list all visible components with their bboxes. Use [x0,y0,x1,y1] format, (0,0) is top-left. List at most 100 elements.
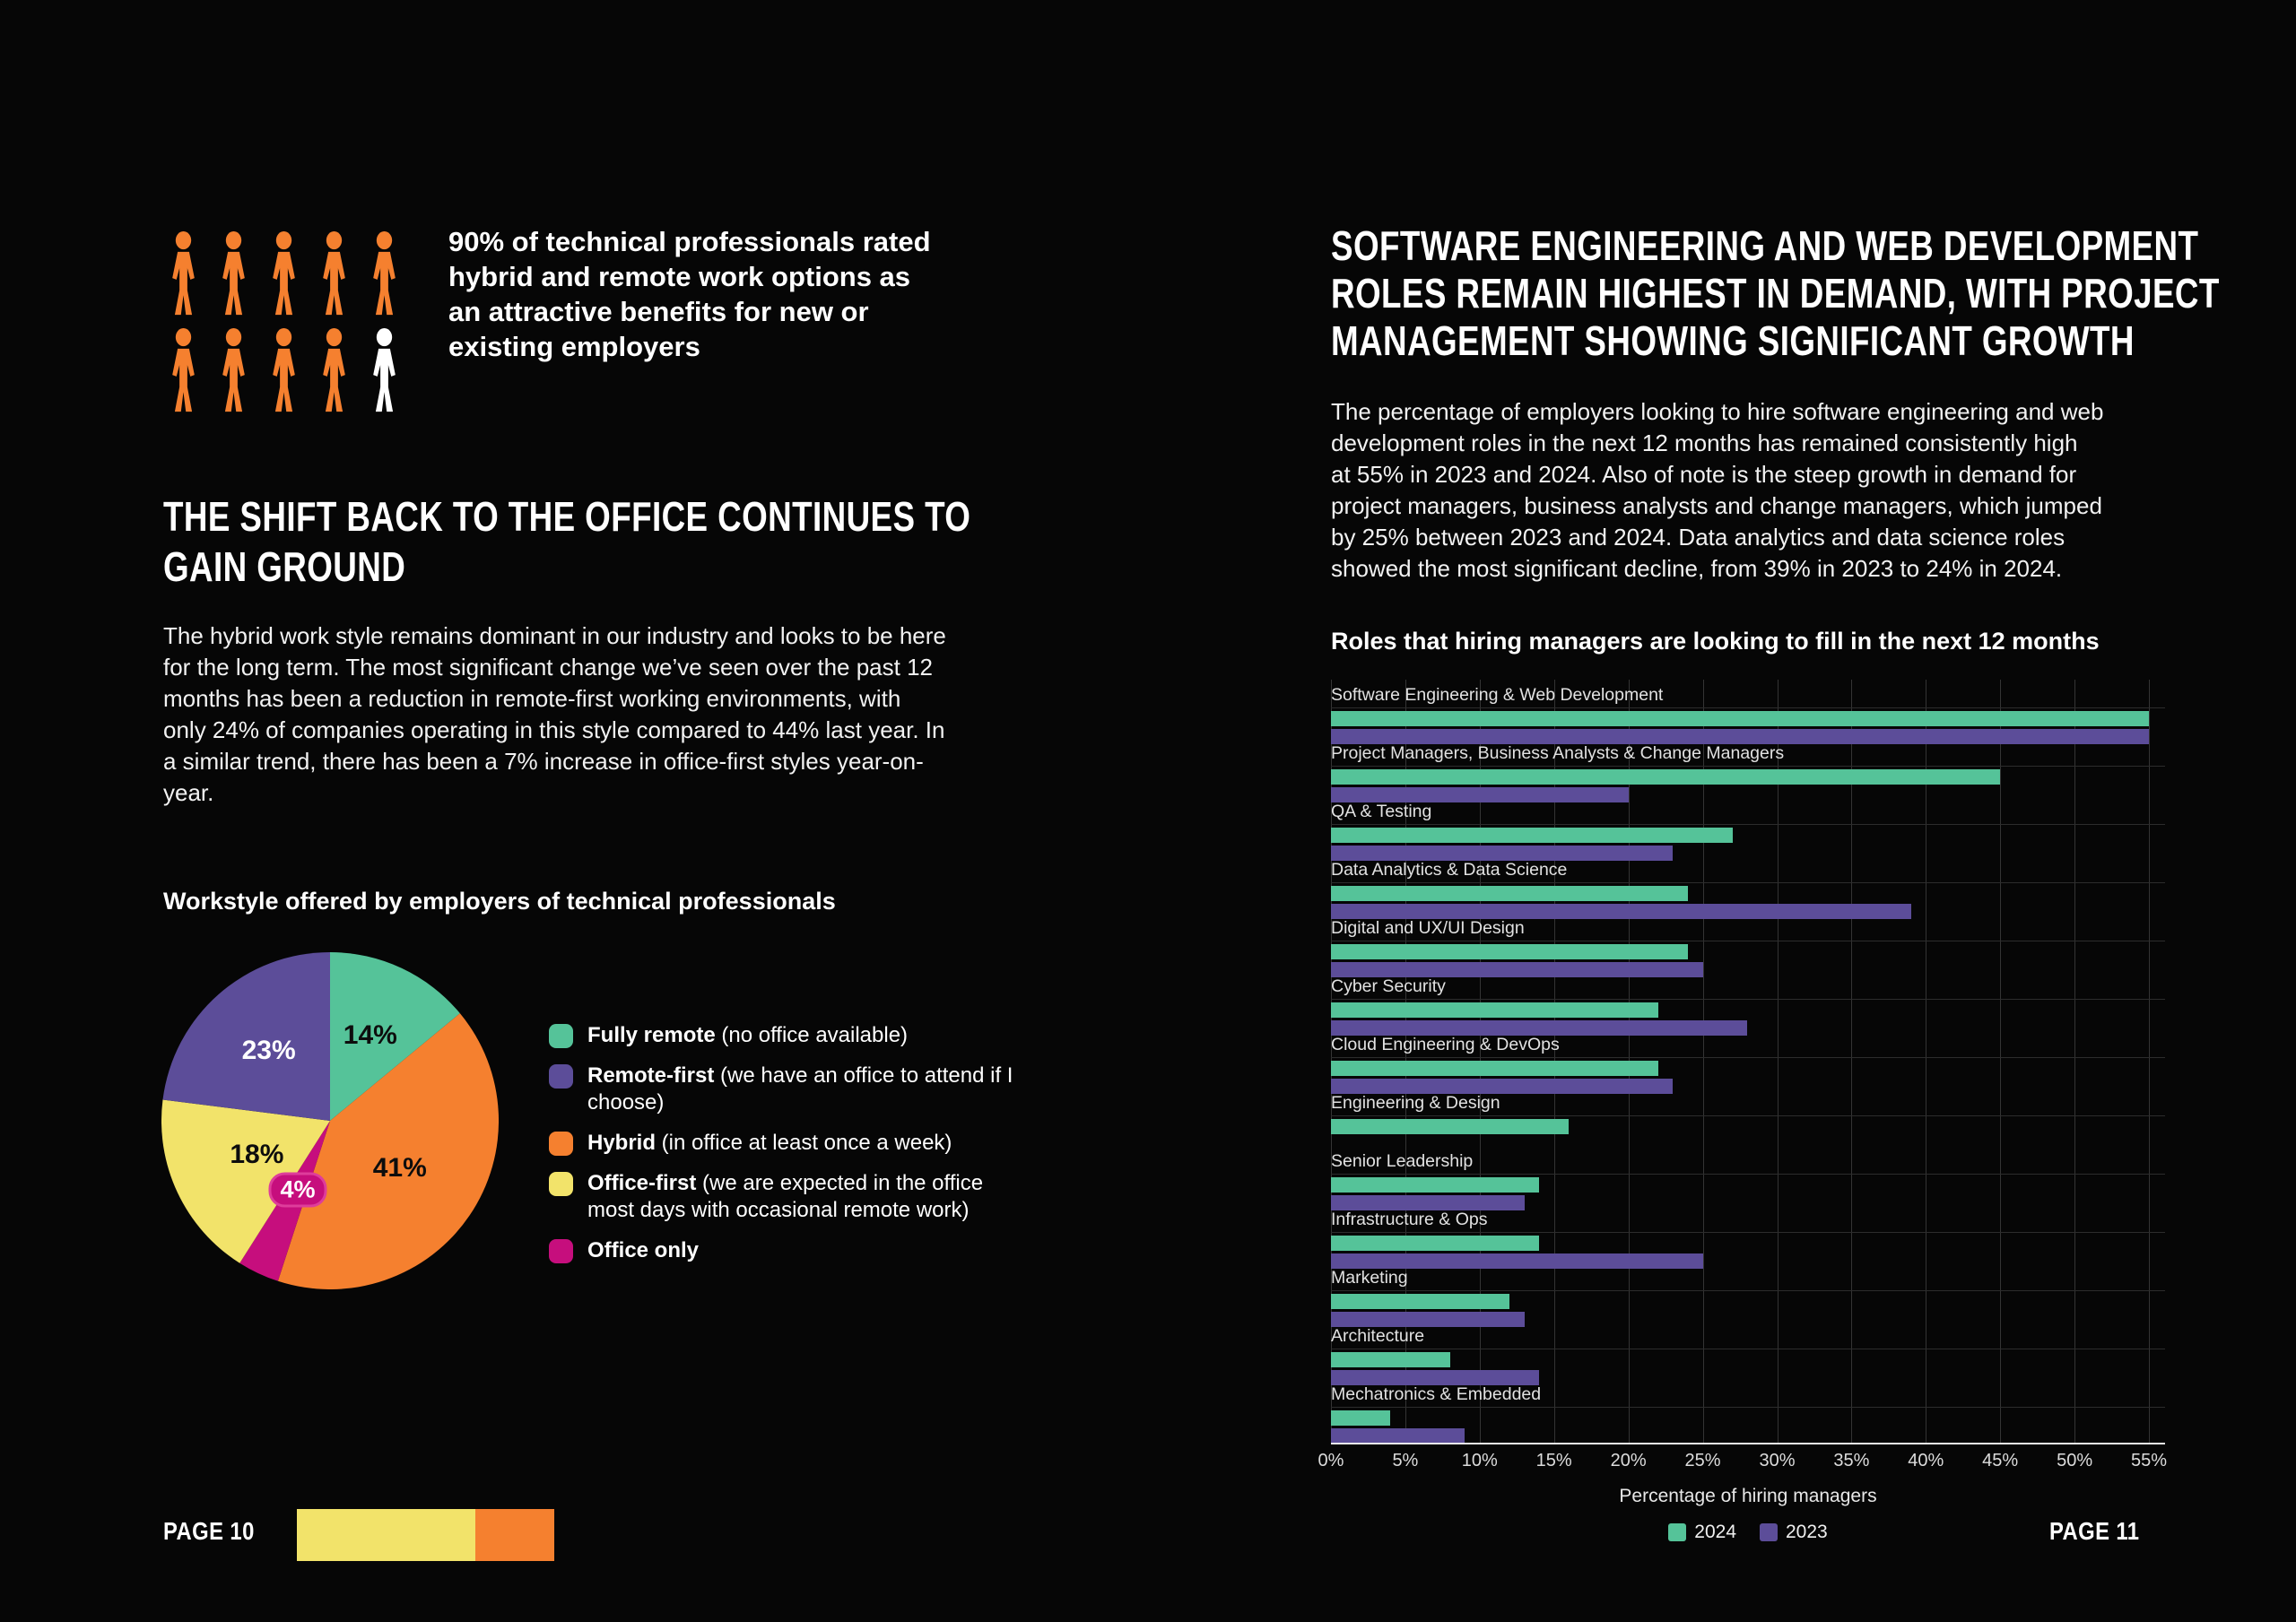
bar-row: Digital and UX/UI Design [1331,918,2165,977]
bar-2023 [1331,1195,1525,1210]
bar-category-label: Data Analytics & Data Science [1331,860,2165,883]
person-icon [222,231,245,316]
person-icon [222,328,245,412]
bar-category-label: Infrastructure & Ops [1331,1210,2165,1233]
pictogram-row [167,231,401,317]
bar-2023 [1331,1020,1748,1036]
left-section-heading: THE SHIFT BACK TO THE OFFICE CONTINUES T… [163,493,971,590]
bar-2024 [1331,828,1733,843]
bar-2024 [1331,711,2149,726]
bar-chart-title: Roles that hiring managers are looking t… [1331,628,2100,655]
bar-category-label: Senior Leadership [1331,1151,2165,1175]
gridline [1702,680,1704,1443]
page-number-left: PAGE 10 [163,1517,255,1545]
gridline [2149,680,2150,1443]
bar-category-label: QA & Testing [1331,802,2165,825]
bar-row: QA & Testing [1331,802,2165,861]
pie-legend: Fully remote (no office available) Remot… [549,1022,1033,1264]
bar-row: Cyber Security [1331,976,2165,1036]
pie-slice-fully-remote [330,952,460,1121]
bar-category-label: Cyber Security [1331,976,2165,1000]
pie-slice-remote-first [162,952,330,1121]
legend-swatch [549,1064,573,1089]
x-axis-label: Percentage of hiring managers [1619,1486,1877,1506]
bar-legend-item: 2024 [1668,1522,1736,1543]
bar-2024 [1331,1236,1540,1251]
bar-row: Senior Leadership [1331,1151,2165,1210]
legend-swatch [549,1239,573,1263]
legend-text: Hybrid (in office at least once a week) [587,1131,952,1155]
legend-swatch [549,1172,573,1196]
bar-2023 [1331,904,1911,919]
bar-2023 [1331,787,1629,802]
legend-item: Office only [549,1237,1033,1264]
person-icon [172,231,195,316]
bar-2023 [1331,1312,1525,1327]
pie-value-label: 14% [343,1019,397,1050]
bar-2024 [1331,1177,1540,1193]
footer-bar-segment [297,1509,475,1561]
bar-row: Marketing [1331,1268,2165,1327]
bar-plot-area: Software Engineering & Web Development P… [1318,680,2168,1622]
gridline [1777,680,1779,1443]
bar-category-label: Cloud Engineering & DevOps [1331,1035,2165,1058]
footer-bar-segment [475,1509,554,1561]
bar-row: Infrastructure & Ops [1331,1210,2165,1269]
legend-item: Office-first (we are expected in the off… [549,1170,1033,1224]
bar-row: Mechatronics & Embedded [1331,1384,2165,1444]
x-axis-tick: 15% [1535,1451,1572,1470]
bar-category-label: Project Managers, Business Analysts & Ch… [1331,743,2165,767]
x-axis-tick: 30% [1759,1451,1796,1470]
pie-value-label: 4% [268,1172,327,1208]
x-axis-tick: 45% [1982,1451,2019,1470]
bar-category-label: Mechatronics & Embedded [1331,1384,2165,1408]
legend-text: Office only [587,1238,700,1262]
bar-row: Data Analytics & Data Science [1331,860,2165,919]
bar-legend-item: 2023 [1760,1522,1828,1543]
gridline [1851,680,1853,1443]
right-section-heading: SOFTWARE ENGINEERING AND WEB DEVELOPMENT… [1331,222,2220,364]
workstyle-pie-chart: 14% 41% 4% 18% 23% [161,952,499,1289]
pie-slice-office-first [161,1099,330,1263]
legend-text: Fully remote (no office available) [587,1023,909,1047]
bar-2023 [1331,1428,1465,1444]
gridline [2074,680,2076,1443]
bar-2024 [1331,1119,1570,1134]
bar-2024 [1331,1061,1658,1076]
x-axis-tick: 55% [2130,1451,2168,1470]
bar-2024 [1331,1294,1509,1309]
footer-color-bar [297,1509,554,1561]
bar-category-label: Engineering & Design [1331,1093,2165,1116]
person-icon [273,328,295,412]
pie-value-label: 18% [230,1140,284,1170]
people-pictogram [167,231,401,413]
bar-2024 [1331,1352,1450,1367]
person-icon [323,231,345,316]
bar-category-label: Digital and UX/UI Design [1331,918,2165,941]
person-icon [323,328,345,412]
x-axis-tick: 20% [1610,1451,1647,1470]
person-icon [373,231,396,316]
x-axis-tick: 10% [1461,1451,1498,1470]
bar-row: Cloud Engineering & DevOps [1331,1035,2165,1094]
x-axis-tick: 25% [1684,1451,1721,1470]
roles-bar-chart: Software Engineering & Web Development P… [1318,680,2168,1622]
x-axis-tick: 5% [1392,1451,1419,1470]
person-icon [172,328,195,412]
person-icon [373,328,396,412]
pie-svg [161,952,499,1289]
x-axis-tick: 0% [1318,1451,1344,1470]
page-number-right: PAGE 11 [2049,1517,2140,1545]
bar-2024 [1331,944,1688,959]
bar-category-label: Architecture [1331,1326,2165,1349]
bar-row: Engineering & Design [1331,1093,2165,1134]
gridline [2000,680,2002,1443]
legend-swatch [549,1132,573,1156]
bar-row: Project Managers, Business Analysts & Ch… [1331,743,2165,802]
bar-row: Architecture [1331,1326,2165,1385]
bar-2024 [1331,769,2001,785]
stat-callout: 90% of technical professionals rated hyb… [448,226,931,362]
bar-2024 [1331,1410,1391,1426]
legend-item: Hybrid (in office at least once a week) [549,1130,1033,1157]
